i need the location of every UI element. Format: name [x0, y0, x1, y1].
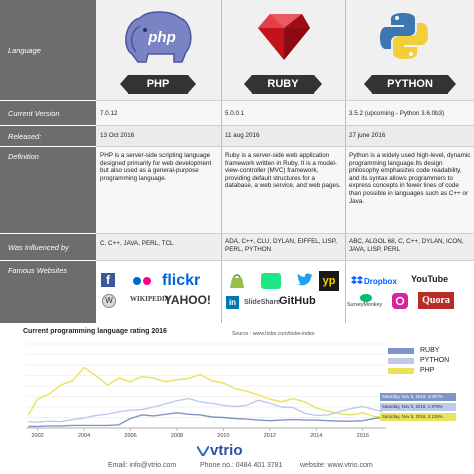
php-logo-text: php	[147, 29, 176, 46]
row-label-current-version: Current Version	[0, 101, 96, 125]
php-version: 7.0.12	[100, 110, 118, 117]
instagram-icon	[392, 293, 408, 309]
surveymonkey-logo: SurveyMonkey	[347, 293, 389, 309]
php-released: 13 Oct 2016	[100, 132, 135, 139]
vtrio-logo-mark	[197, 446, 209, 456]
released-row-background	[96, 126, 474, 146]
column-divider	[221, 0, 222, 323]
chart-x-ticks: 2002 2004 2006 2008 2010 2012 2014 2016	[31, 428, 369, 439]
chart-grid	[26, 343, 386, 429]
x-tick-label: 2004	[78, 433, 90, 439]
x-tick-label: 2010	[217, 433, 229, 439]
series-line-python	[28, 397, 383, 423]
facebook-icon: f	[101, 273, 115, 287]
ruby-definition: Ruby is a server-side web application fr…	[225, 152, 341, 190]
footer-website: website: www.vtrio.com	[300, 462, 373, 469]
ruby-released: 11 aug 2016	[225, 132, 260, 139]
legend-swatch-php	[388, 368, 414, 374]
influence-row-background	[96, 234, 474, 260]
python-released: 27 june 2016	[349, 132, 386, 139]
series-line-ruby	[28, 412, 383, 428]
ruby-gem-logo	[258, 14, 310, 60]
php-definition: PHP is a server-side scripting language …	[100, 152, 212, 182]
linkedin-icon: in	[226, 296, 239, 309]
yellow-pages-icon: yp	[319, 271, 339, 291]
dropbox-icon	[351, 276, 363, 284]
definition-row-background	[96, 147, 474, 233]
row-divider	[96, 146, 474, 147]
legend-label-ruby: RUBY	[420, 347, 440, 354]
php-influenced-by: C, C++, JAVA, PERL, TCL	[100, 240, 174, 247]
python-logo	[380, 13, 428, 59]
tooltip-php: Saturday, Nov 5, 2016: 2.126%	[380, 413, 456, 421]
row-label-famous-websites: Famous Websites	[0, 261, 96, 323]
x-tick-label: 2012	[264, 433, 276, 439]
x-tick-label: 2006	[124, 433, 136, 439]
x-tick-label: 2014	[310, 433, 322, 439]
flickr-dots-icon	[133, 277, 151, 285]
chart-source: Source : www.tiobe.com/tiobe-index	[232, 331, 315, 337]
footer-email: Email: info@vtrio.com	[108, 462, 177, 469]
python-version: 3.5.2 (upcoming - Python 3.6.0b3)	[349, 110, 445, 117]
flickr-logo: flickr	[162, 272, 201, 289]
surveymonkey-icon	[360, 294, 372, 302]
yahoo-logo: YAHOO!	[164, 293, 211, 307]
row-divider	[96, 125, 474, 126]
version-row-background	[96, 101, 474, 125]
tooltip-ruby: Saturday, Nov 5, 2016: 3.097%	[380, 393, 456, 401]
php-elephant-logo: php	[125, 11, 192, 63]
vtrio-brand: vtrio	[210, 442, 243, 459]
row-divider	[96, 233, 474, 234]
legend-label-php: PHP	[420, 367, 435, 374]
row-label-language: Language	[0, 0, 96, 100]
x-tick-label: 2008	[171, 433, 183, 439]
python-influenced-by: ABC, ALGOL 68, C, C++, DYLAN, ICON, JAVA…	[349, 238, 464, 253]
legend-label-python: PYTHON	[420, 357, 450, 364]
tooltip-python: Saturday, Nov 5, 2016: 1.978%	[380, 403, 456, 411]
chart-title: Current programming language rating 2016	[23, 328, 167, 335]
surveymonkey-logo-text: SurveyMonkey	[347, 302, 383, 308]
github-logo: GitHub	[279, 295, 316, 307]
x-tick-label: 2002	[31, 433, 43, 439]
language-name-php: PHP	[120, 75, 196, 94]
wikipedia-icon: W	[102, 294, 116, 308]
youtube-logo-text: YouTube	[411, 274, 449, 284]
quora-logo: Quora	[418, 292, 454, 309]
row-divider	[96, 100, 474, 101]
row-label-definition: Definition	[0, 147, 96, 233]
ruby-influenced-by: ADA, C++, CLU, DYLAN, EIFFEL, LISP, PERL…	[225, 238, 337, 253]
series-line-php	[27, 366, 383, 418]
legend-swatch-ruby	[388, 348, 414, 354]
wikipedia-logo: WIKIPEDIA	[130, 295, 170, 303]
hulu-icon	[261, 273, 281, 289]
row-divider	[96, 260, 474, 261]
row-label-released: Released:	[0, 126, 96, 146]
websites-row-background	[96, 261, 474, 323]
chart-series	[27, 366, 383, 428]
language-name-python: PYTHON	[364, 75, 456, 94]
python-definition: Python is a widely used high-level, dyna…	[349, 152, 471, 205]
column-divider	[345, 0, 346, 323]
slideshare-logo: SlideShare	[244, 299, 281, 306]
x-tick-label: 2016	[357, 433, 369, 439]
shopify-icon	[230, 274, 244, 288]
row-label-influenced-by: Was Influenced by	[0, 234, 96, 260]
twitter-icon	[297, 273, 313, 286]
language-name-ruby: RUBY	[244, 75, 322, 94]
dropbox-logo: Dropbox	[364, 277, 397, 286]
rating-line-chart: 2002 2004 2006 2008 2010 2012 2014 2016	[26, 343, 386, 439]
youtube-logo: YouTube	[411, 273, 461, 287]
legend-swatch-python	[388, 358, 414, 364]
ruby-version: 5.0.0.1	[225, 110, 245, 117]
footer-phone: Phone no.: 0484 401 3781	[200, 462, 283, 469]
